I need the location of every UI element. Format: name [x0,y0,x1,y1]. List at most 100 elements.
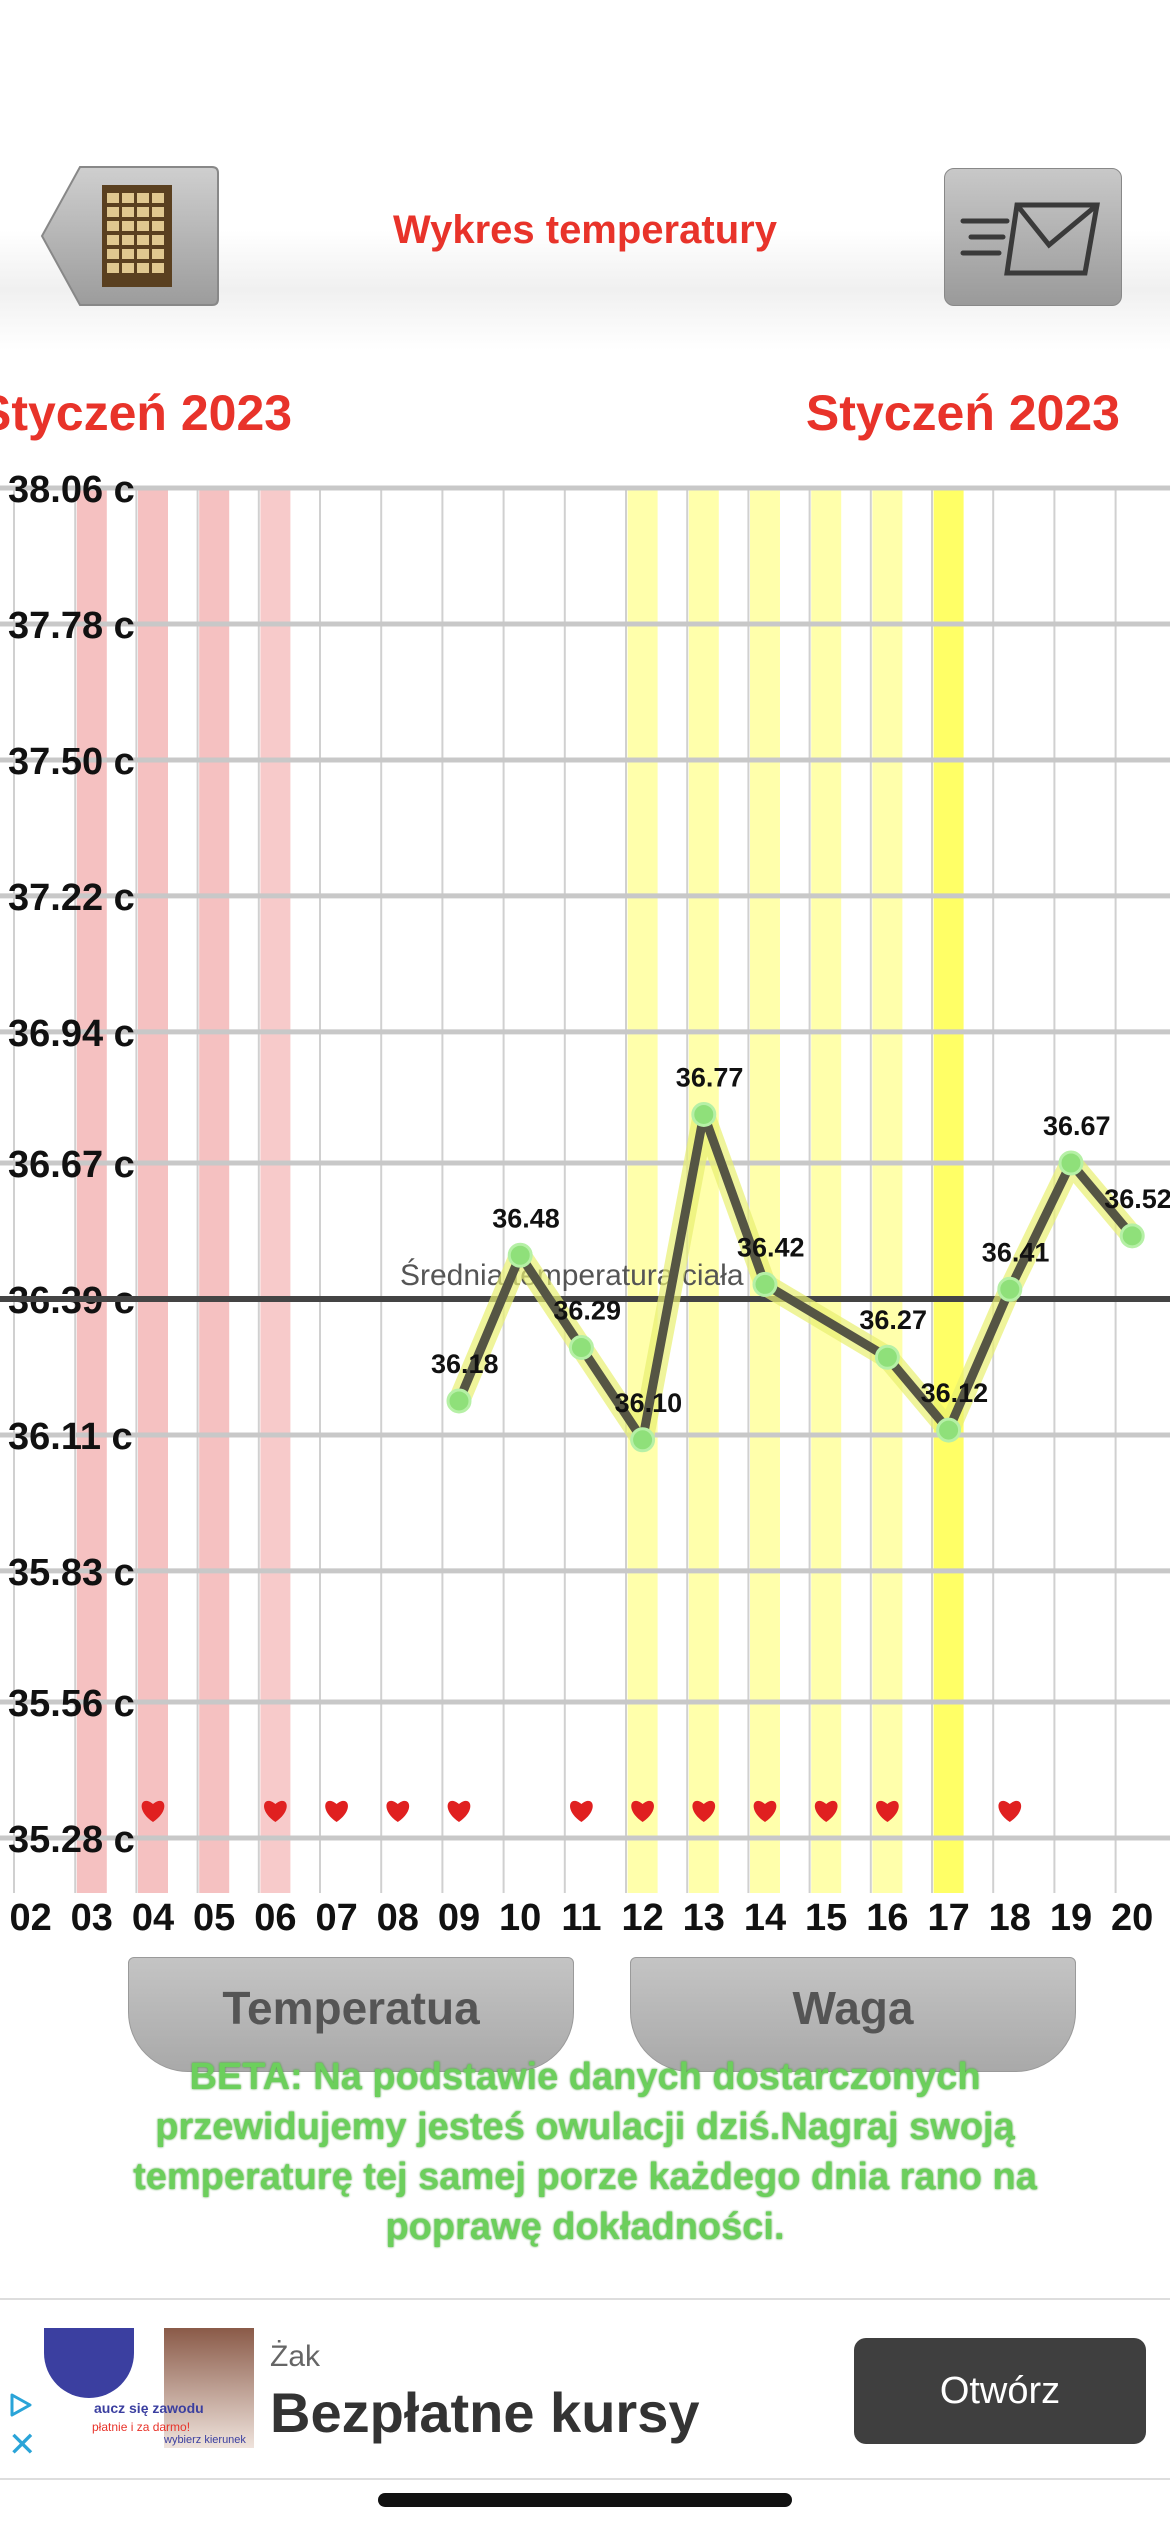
temperature-chart[interactable]: 38.06 c 37.78 c 37.50 c 37.22 c 36.94 c 36.67… [0,470,1170,1940]
x-tick-label: 12 [621,1897,663,1939]
x-tick-label: 13 [683,1897,725,1939]
x-tick-label: 11 [561,1897,601,1939]
ad-photo [164,2328,254,2448]
x-tick-label: 17 [927,1897,969,1939]
period-day-band [199,488,230,1893]
heart-icon [876,1800,899,1822]
adchoices-icon[interactable] [8,2392,34,2418]
x-tick-label: 14 [744,1897,786,1939]
tab-weight[interactable]: Waga [630,1957,1076,2072]
envelope-send-icon [960,202,1100,276]
x-tick-label: 08 [377,1897,419,1939]
data-point [1119,1223,1145,1249]
fertile-day-band [933,488,964,1893]
y-tick-label: 36.67 c [8,1144,135,1186]
beta-message-line: poprawę dokładności. [385,2206,785,2248]
y-tick-label: 36.11 c [8,1416,133,1458]
period-day-band [260,488,291,1893]
send-button[interactable] [944,168,1122,306]
month-label-left: Styczeń 2023 [0,385,293,441]
beta-message-line: przewidujemy jesteś owulacji dziś.Nagraj… [155,2106,1015,2148]
heart-icon [692,1800,716,1822]
ad-banner[interactable]: aucz się zawodu płatnie i za darmo! wybi… [0,2298,1170,2480]
beta-message-line: BETA: Na podstawie danych dostarczonych [189,2056,981,2098]
data-point [630,1427,656,1453]
ad-image-text: płatnie i za darmo! [92,2420,191,2434]
fertile-day-band [811,488,842,1893]
fertile-day-band [872,488,903,1893]
close-icon[interactable]: ✕ [8,2426,37,2464]
data-point [997,1276,1023,1302]
ad-image[interactable]: aucz się zawodu płatnie i za darmo! wybi… [44,2328,254,2448]
home-indicator [378,2493,792,2507]
data-label: 36.77 [676,1062,744,1092]
calendar-back-icon [40,166,219,306]
average-label: Średnia temperatura ciała [400,1258,744,1292]
x-tick-label: 05 [193,1897,235,1939]
heart-icon [753,1800,777,1822]
period-day-band [76,488,107,1893]
ad-open-button[interactable]: Otwórz [854,2338,1146,2444]
month-label-right: Styczeń 2023 [805,385,1120,441]
data-point [507,1242,533,1268]
heart-icon [570,1800,593,1822]
x-tick-label: 02 [9,1897,51,1939]
data-label: 36.27 [859,1305,927,1335]
y-tick-label: 35.83 c [8,1552,135,1594]
tab-temperature[interactable]: Temperatua [128,1957,574,2072]
data-point [691,1101,717,1127]
data-label: 36.29 [553,1296,621,1326]
data-point [752,1271,778,1297]
heart-icon [141,1800,165,1822]
ad-image-text: wybierz kierunek [164,2434,246,2446]
y-tick-label: 35.56 c [8,1683,135,1725]
data-label: 36.42 [737,1232,805,1262]
period-day-band [138,488,168,1893]
ad-headline[interactable]: Bezpłatne kursy [270,2381,700,2444]
data-point [446,1388,472,1414]
data-label: 36.48 [492,1203,560,1233]
data-label: 36.10 [615,1388,683,1418]
x-tick-label: 15 [805,1897,847,1939]
heart-icon [631,1800,654,1822]
heart-icon [447,1800,471,1822]
y-tick-label: 36.94 c [8,1013,135,1055]
ad-brand: Żak [270,2340,321,2373]
data-label: 36.18 [431,1349,499,1379]
back-button[interactable] [40,165,220,307]
fertile-day-band [750,488,780,1893]
beta-message-line: temperaturę tej samej porze każdego dnia… [133,2156,1037,2198]
x-tick-label: 19 [1050,1897,1092,1939]
x-tick-label: 16 [866,1897,908,1939]
y-tick-label: 38.06 c [8,470,135,511]
beta-message: BETA: Na podstawie danych dostarczonych … [50,2052,1120,2252]
ad-image-text: aucz się zawodu [94,2400,204,2416]
data-label: 36.67 [1043,1111,1111,1141]
heart-icon [325,1800,348,1822]
x-tick-label: 04 [132,1897,174,1939]
x-tick-label: 10 [499,1897,541,1939]
ad-logo-icon [44,2328,134,2398]
y-tick-label: 37.78 c [8,605,135,647]
x-tick-label: 06 [254,1897,296,1939]
data-point [1058,1150,1084,1176]
data-point [874,1344,900,1370]
heart-icon [264,1800,287,1822]
x-tick-label: 07 [315,1897,357,1939]
y-tick-label: 37.50 c [8,741,135,783]
data-label: 36.41 [982,1237,1050,1267]
heart-icon [998,1800,1022,1822]
x-tick-label: 20 [1111,1897,1153,1939]
data-point [568,1335,594,1361]
y-tick-label: 35.28 c [8,1819,135,1861]
x-tick-label: 03 [71,1897,113,1939]
data-point [936,1417,962,1443]
y-tick-label: 37.22 c [8,877,135,919]
x-tick-label: 18 [989,1897,1031,1939]
heart-icon [386,1800,410,1822]
x-tick-label: 09 [438,1897,480,1939]
fertile-day-band [627,488,658,1893]
heart-icon [814,1800,838,1822]
data-label: 36.52 [1104,1184,1170,1214]
page-title: Wykres temperatury [393,208,777,252]
